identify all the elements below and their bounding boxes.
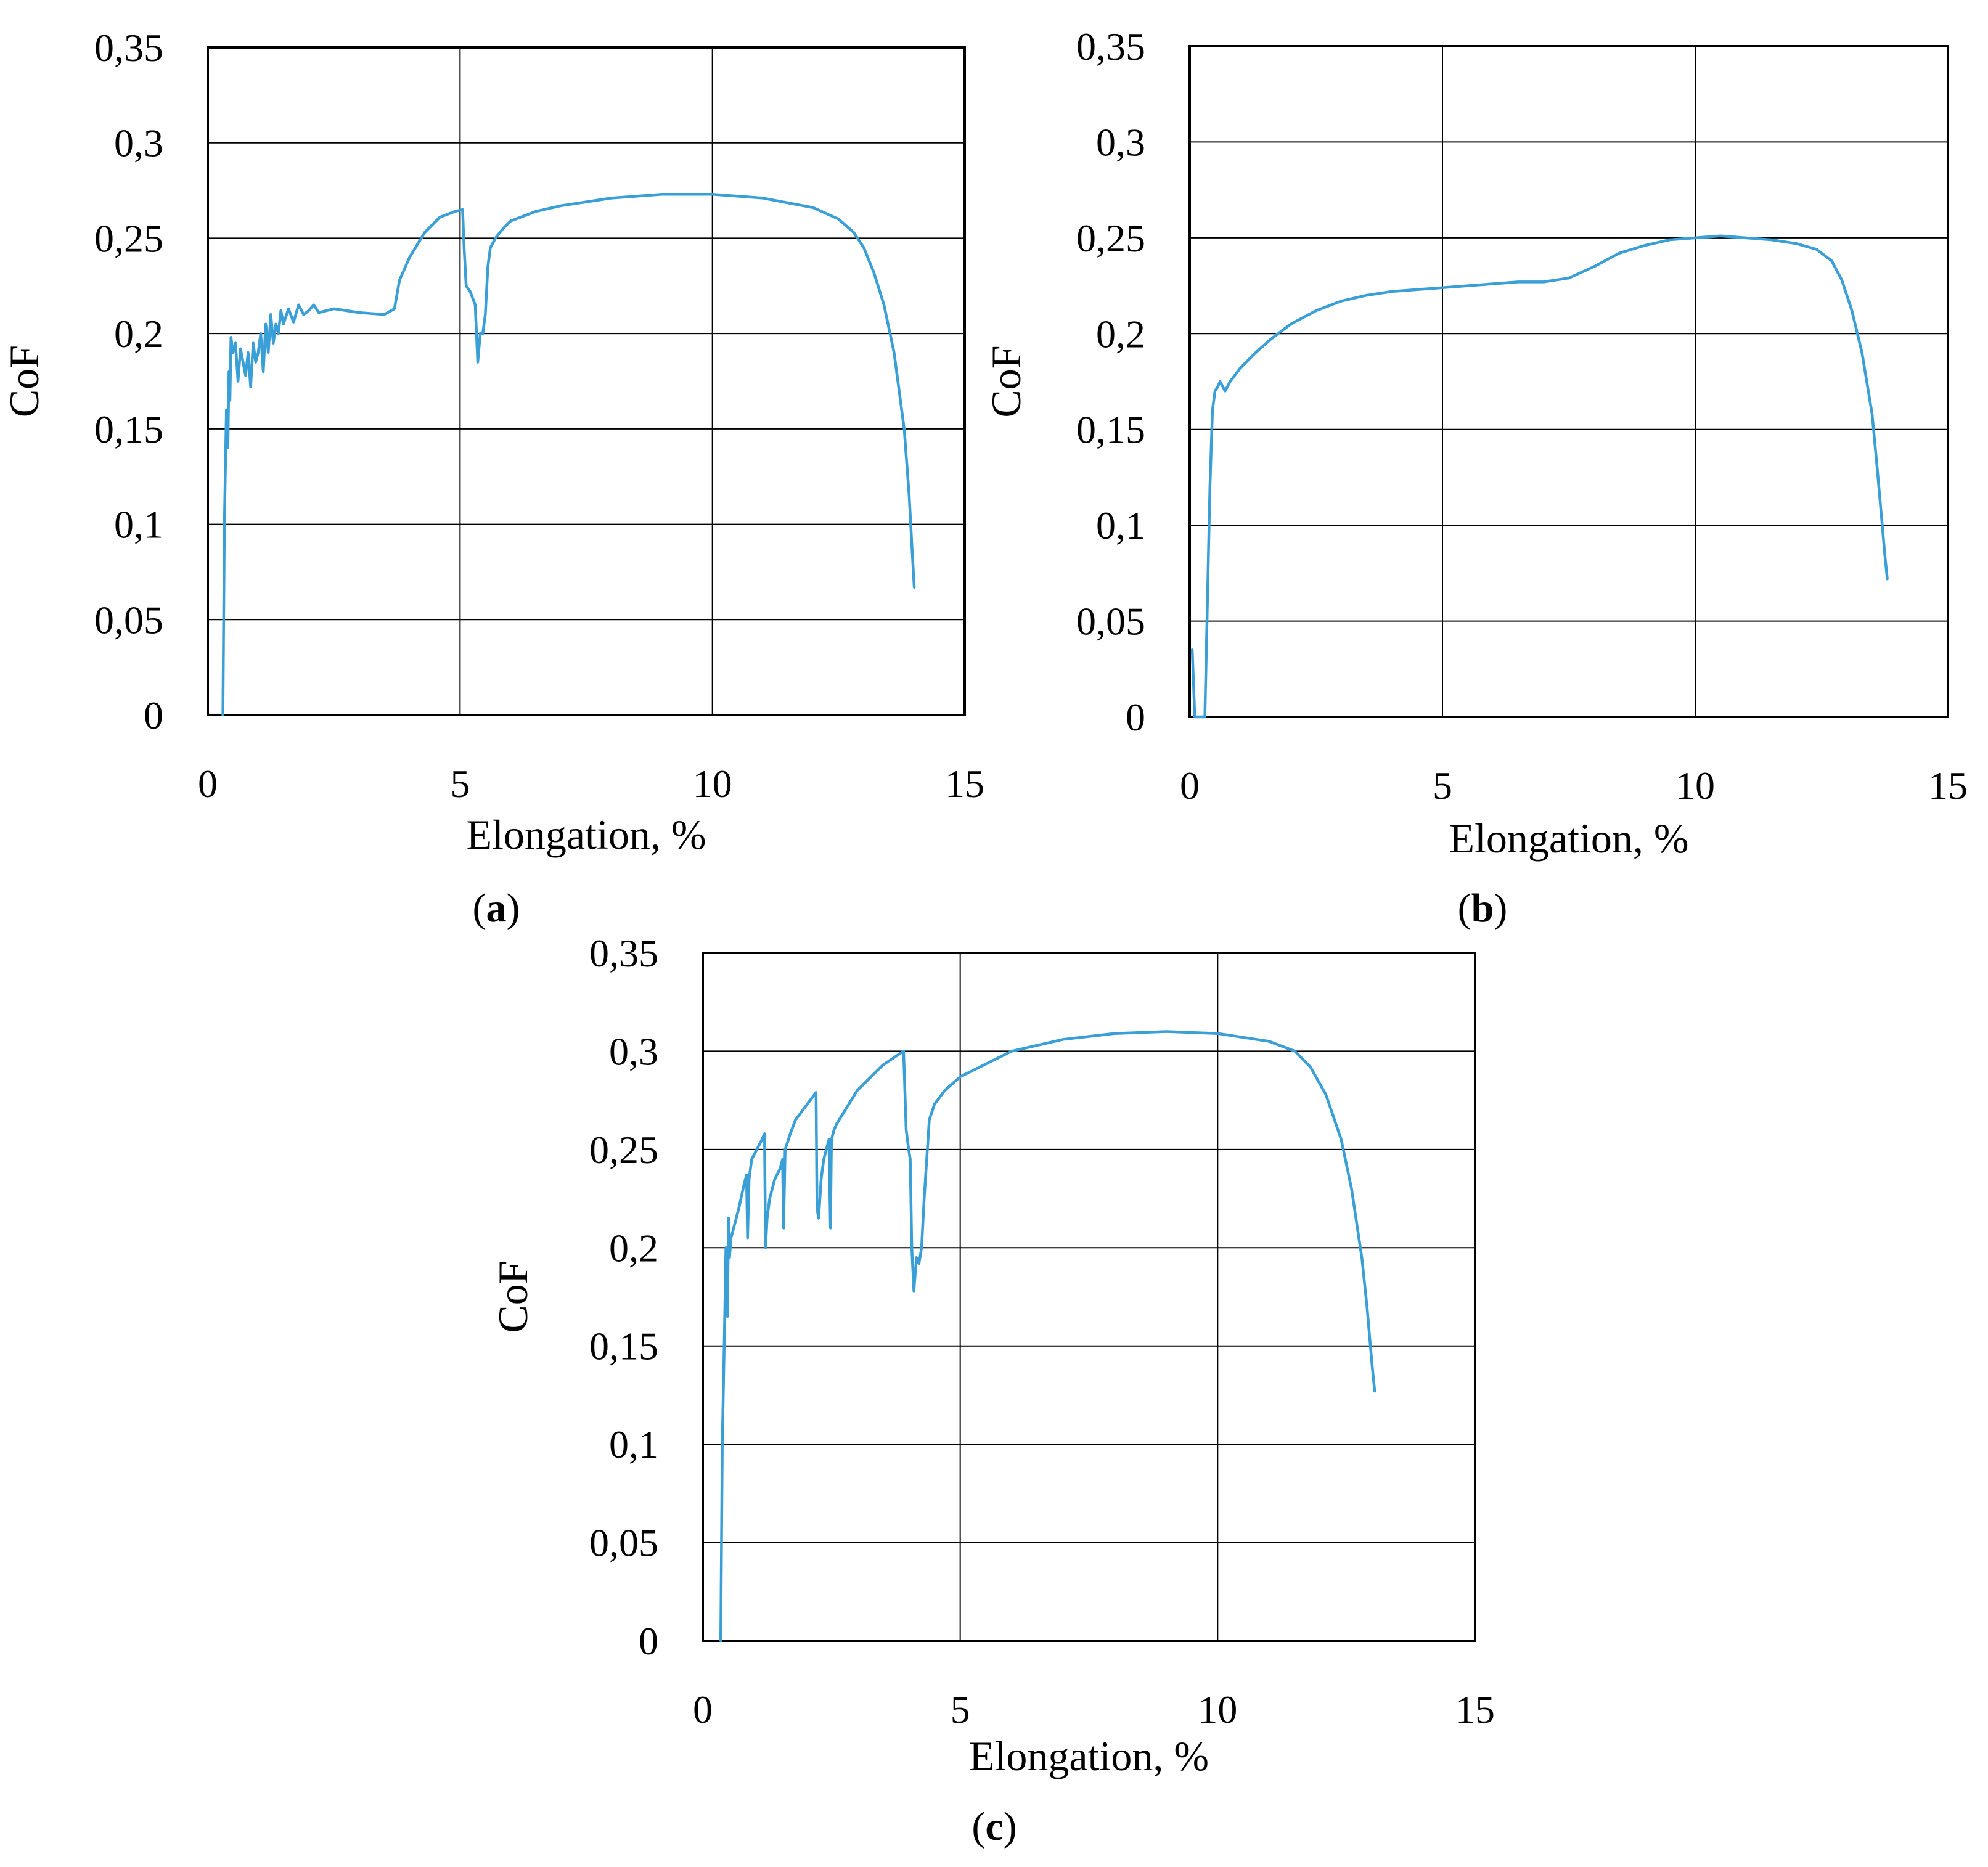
x-tick-label: 15 (1928, 764, 1968, 807)
x-tick-label: 0 (1180, 764, 1200, 807)
y-tick-label: 0,25 (94, 216, 163, 260)
series-line-1 (1190, 234, 1889, 719)
y-tick-label: 0,3 (114, 121, 163, 165)
y-tick-label: 0,05 (1076, 600, 1145, 643)
plot-frame (702, 952, 1476, 1642)
panel-caption-letter: a (486, 886, 507, 931)
panel-caption-open: ( (972, 1804, 985, 1849)
series-line-1 (719, 1030, 1376, 1643)
plot-area (208, 47, 965, 715)
x-tick-label: 10 (1675, 764, 1715, 807)
panel-caption-close: ) (1494, 886, 1507, 931)
x-tick-label: 0 (198, 762, 218, 806)
panel-caption: (a) (473, 886, 520, 931)
y-tick-label: 0 (1126, 695, 1145, 739)
y-axis-label: CoF (983, 345, 1029, 417)
y-axis-label: CoF (489, 1260, 536, 1333)
x-tick-label: 15 (1455, 1688, 1495, 1731)
y-tick-label: 0,1 (114, 503, 163, 547)
y-tick-label: 0,05 (94, 598, 163, 642)
y-tick-label: 0,25 (1076, 216, 1145, 260)
y-tick-label: 0,2 (114, 312, 163, 356)
x-tick-label: 5 (1433, 764, 1452, 807)
panel-caption-close: ) (507, 886, 520, 931)
x-axis-label: Elongation, % (1449, 815, 1688, 862)
y-tick-label: 0,1 (1096, 504, 1145, 547)
plot-frame (207, 46, 966, 716)
y-tick-label: 0,15 (589, 1325, 658, 1368)
x-axis-label: Elongation, % (969, 1733, 1209, 1779)
plot-area (703, 953, 1475, 1641)
x-tick-label: 10 (693, 762, 732, 806)
panel-caption-close: ) (1004, 1804, 1017, 1849)
y-axis-label: CoF (1, 345, 47, 417)
panel-caption-letter: b (1471, 886, 1494, 931)
chart-panel-2: 0 5 10 15 0 0,05 0,1 0,15 0,2 0,25 0,3 0,35 Elongati… (983, 25, 1968, 931)
x-tick-label: 15 (945, 762, 984, 806)
panel-caption: (c) (972, 1804, 1016, 1849)
series-line-1 (221, 193, 916, 717)
plot-area (1190, 46, 1948, 717)
y-tick-label: 0,2 (609, 1226, 658, 1270)
y-tick-label: 0,1 (609, 1423, 658, 1466)
panel-caption-open: ( (473, 886, 486, 931)
x-tick-label: 0 (693, 1688, 713, 1731)
plot-frame (1188, 45, 1949, 718)
y-tick-label: 0,2 (1096, 312, 1145, 356)
panel-caption: (b) (1458, 886, 1508, 931)
y-tick-label: 0,35 (589, 931, 658, 975)
y-tick-label: 0,35 (1076, 25, 1145, 68)
x-tick-label: 5 (951, 1688, 970, 1731)
chart-panel-3: 0 5 10 15 0 0,05 0,1 0,15 0,2 0,25 0,3 0,35 Elongati… (489, 931, 1495, 1849)
y-tick-label: 0,05 (589, 1521, 658, 1565)
y-tick-label: 0,3 (1096, 120, 1145, 164)
panel-caption-letter: c (985, 1804, 1003, 1849)
y-tick-label: 0,15 (94, 407, 163, 451)
panel-caption-open: ( (1458, 886, 1471, 931)
x-axis-label: Elongation, % (466, 811, 706, 858)
y-tick-label: 0 (144, 693, 163, 737)
x-tick-label: 5 (450, 762, 470, 806)
y-tick-label: 0,35 (94, 26, 163, 70)
y-tick-label: 0 (639, 1619, 658, 1663)
y-tick-label: 0,3 (609, 1029, 658, 1073)
x-tick-label: 10 (1198, 1688, 1237, 1731)
y-tick-label: 0,15 (1076, 408, 1145, 452)
chart-panel-1: 0 5 10 15 0 0,05 0,1 0,15 0,2 0,25 0,3 0,35 Elongati… (1, 26, 984, 931)
y-tick-label: 0,25 (589, 1128, 658, 1172)
